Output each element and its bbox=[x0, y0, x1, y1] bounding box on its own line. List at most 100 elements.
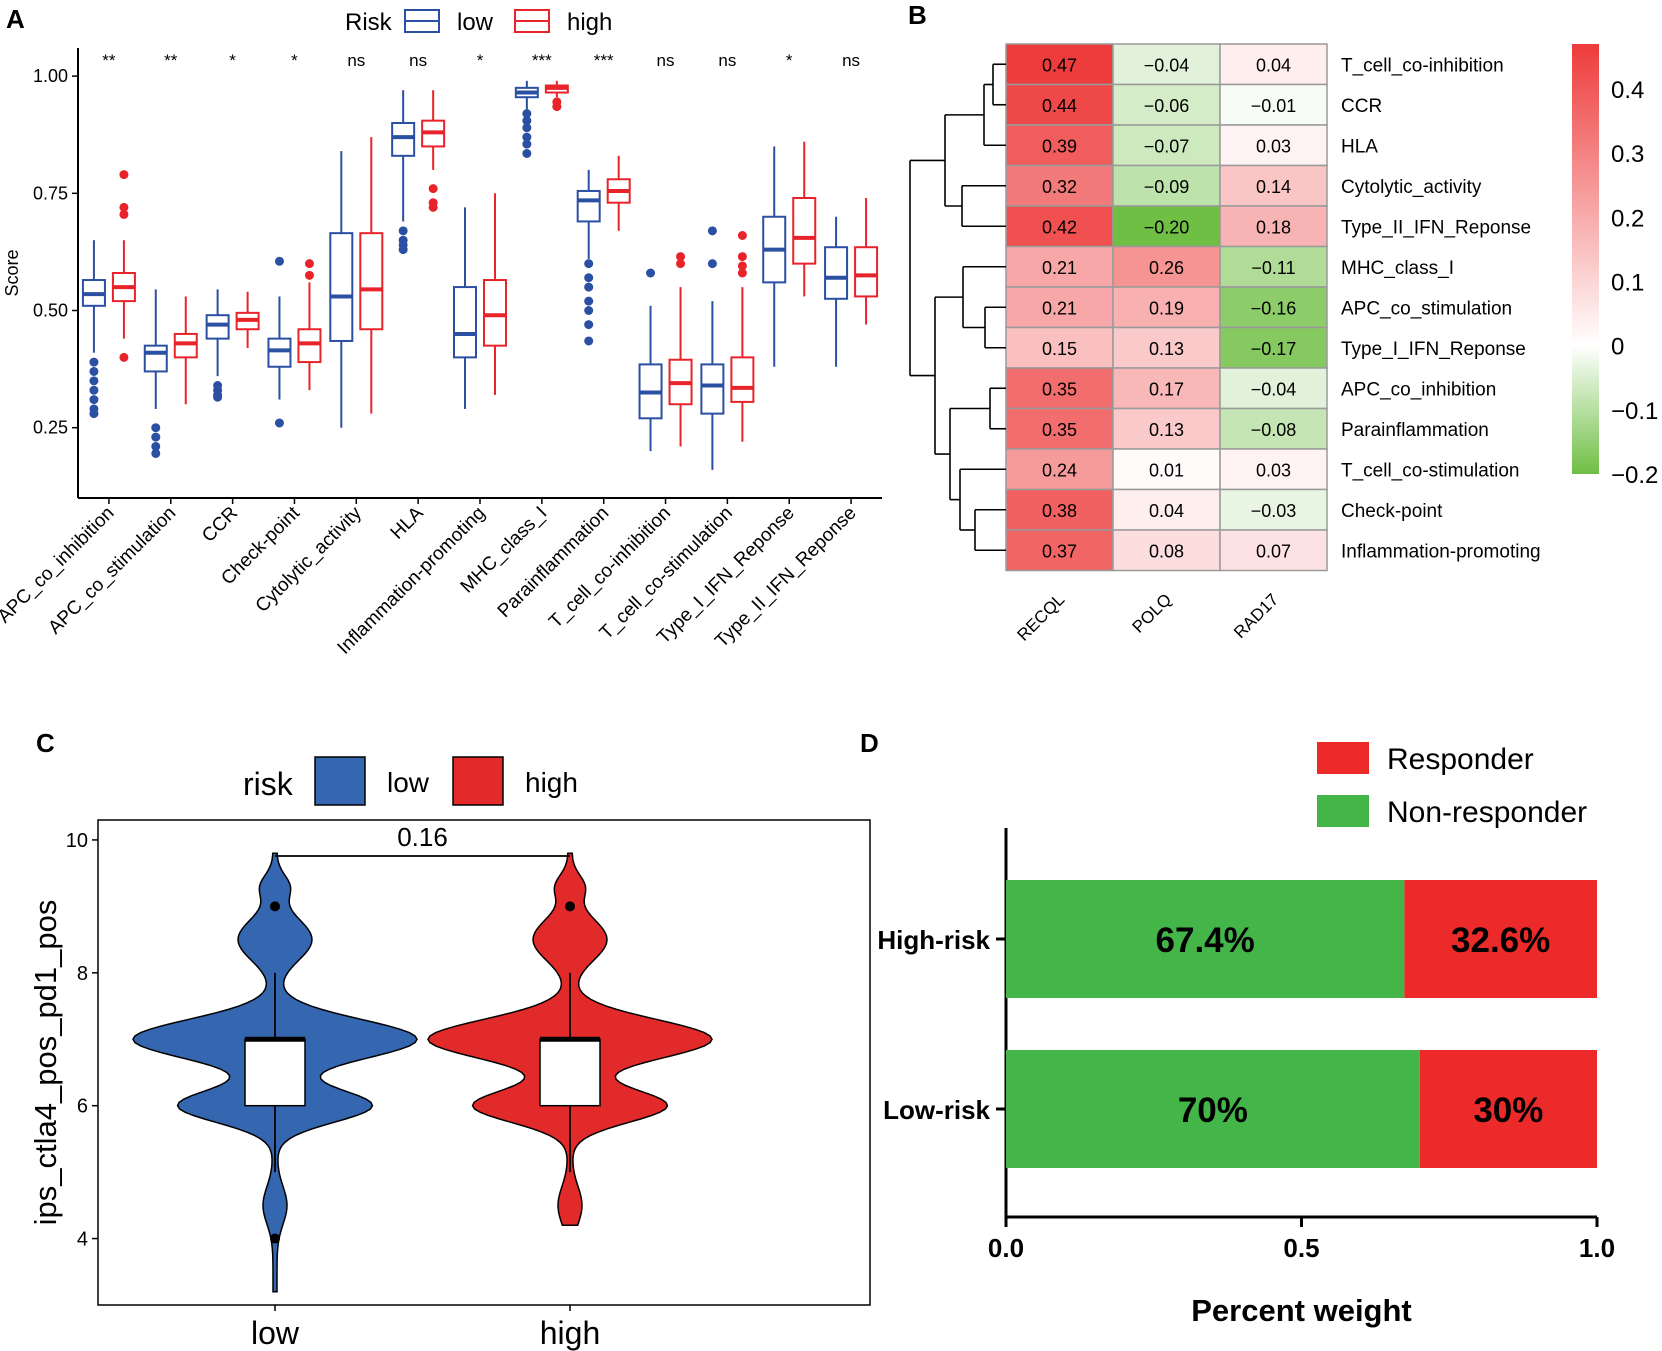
heatmap-column-label: RECQL bbox=[1013, 590, 1068, 645]
outlier-point bbox=[89, 395, 99, 405]
box-high bbox=[539, 1038, 601, 1107]
heatmap-cell bbox=[1219, 326, 1328, 369]
heatmap-cell-label: −0.06 bbox=[1144, 96, 1190, 116]
heatmap-cell-label: −0.03 bbox=[1251, 501, 1297, 521]
outlier-point bbox=[552, 102, 562, 112]
heatmap-column-label: RAD17 bbox=[1230, 590, 1282, 642]
heatmap-row-label: MHC_class_I bbox=[1341, 258, 1454, 279]
outlier-point bbox=[707, 259, 717, 269]
outlier-point bbox=[522, 139, 532, 149]
outlier-point bbox=[737, 268, 747, 278]
box-high bbox=[359, 232, 384, 331]
row-dendrogram bbox=[909, 63, 1006, 552]
panel-b: B 0.47 −0.04 0.04 T_cell_co-inhibition 0.44 −0… bbox=[908, 0, 1658, 645]
panel-label-c: C bbox=[36, 728, 55, 758]
panel-label-b: B bbox=[908, 0, 927, 30]
colorbar-tick-label: −0.1 bbox=[1611, 398, 1658, 425]
heatmap-row-label: Parainflammation bbox=[1341, 420, 1489, 441]
heatmap-cell-label: −0.17 bbox=[1251, 339, 1297, 359]
colorbar bbox=[1572, 44, 1599, 474]
x-tick-label: high bbox=[540, 1315, 601, 1351]
outlier-point bbox=[428, 202, 438, 212]
bar-value-label: 30% bbox=[1473, 1091, 1543, 1130]
outlier-point bbox=[676, 252, 686, 262]
significance-label: *** bbox=[532, 51, 552, 70]
significance-label: * bbox=[229, 51, 236, 70]
x-tick-label: CCR bbox=[198, 503, 242, 547]
heatmap-cell-label: −0.11 bbox=[1251, 258, 1295, 278]
box-low bbox=[329, 232, 354, 342]
heatmap-cell bbox=[1219, 205, 1328, 248]
y-tick-label: 1.00 bbox=[33, 66, 68, 86]
box-low bbox=[576, 189, 601, 223]
outlier-point bbox=[522, 116, 532, 126]
heatmap-cell-label: 0.47 bbox=[1042, 55, 1077, 75]
outlier-point bbox=[119, 170, 129, 180]
heatmap-cell-label: −0.20 bbox=[1144, 217, 1190, 237]
heatmap-cell-label: −0.08 bbox=[1251, 420, 1297, 440]
heatmap-cell-label: −0.04 bbox=[1251, 379, 1297, 399]
heatmap-cell-label: 0.26 bbox=[1149, 258, 1184, 278]
heatmap-cell bbox=[1005, 488, 1114, 531]
heatmap-cell bbox=[1219, 164, 1328, 207]
outlier-point bbox=[89, 366, 99, 376]
heatmap-cell bbox=[1219, 43, 1328, 86]
box-high bbox=[483, 279, 507, 347]
heatmap-cell bbox=[1005, 124, 1114, 167]
heatmap-cell-label: 0.14 bbox=[1256, 177, 1291, 197]
box-low bbox=[700, 363, 725, 415]
heatmap-row-label: CCR bbox=[1341, 96, 1382, 117]
outlier-point bbox=[646, 268, 656, 278]
heatmap-cell bbox=[1112, 245, 1221, 288]
heatmap-cell-label: 0.13 bbox=[1149, 420, 1184, 440]
bar-value-label: 70% bbox=[1178, 1091, 1248, 1130]
colorbar-tick-label: 0 bbox=[1611, 334, 1624, 361]
bar-segment-non-responder bbox=[1006, 1050, 1420, 1168]
y-tick-label: 0.75 bbox=[33, 183, 68, 203]
heatmap-cell bbox=[1219, 245, 1328, 288]
legend-label-responder: Responder bbox=[1387, 743, 1534, 776]
heatmap-cell-label: 0.21 bbox=[1042, 298, 1077, 318]
outlier-point bbox=[522, 132, 532, 142]
outlier-point bbox=[584, 273, 594, 283]
panel-label-d: D bbox=[860, 728, 879, 758]
outlier-point bbox=[213, 392, 223, 402]
box-low bbox=[244, 1038, 306, 1107]
heatmap-cell bbox=[1112, 164, 1221, 207]
heatmap-cell bbox=[1219, 407, 1328, 450]
significance-label: ns bbox=[718, 51, 736, 70]
heatmap-row-label: T_cell_co-stimulation bbox=[1341, 460, 1519, 481]
significance-label: ** bbox=[102, 51, 116, 70]
outlier-point bbox=[270, 1233, 280, 1244]
heatmap-cell-label: 0.32 bbox=[1042, 177, 1077, 197]
heatmap-cell-label: 0.08 bbox=[1149, 541, 1184, 561]
x-tick-label: 1.0 bbox=[1579, 1233, 1615, 1263]
outlier-point bbox=[428, 184, 438, 194]
heatmap-row-label: APC_co_stimulation bbox=[1341, 298, 1512, 319]
y-tick-label: 0.25 bbox=[33, 418, 68, 438]
panel-d: D 0.0 0.5 1.0 Percent weight High-risk 67.4% 32… bbox=[860, 728, 1615, 1328]
heatmap-cell bbox=[1112, 529, 1221, 572]
heatmap-cell-label: −0.07 bbox=[1144, 136, 1190, 156]
box-high bbox=[173, 332, 198, 359]
heatmap-cell-label: 0.19 bbox=[1149, 298, 1184, 318]
bar-segment-responder bbox=[1404, 880, 1597, 998]
heatmap-row-label: Cytolytic_activity bbox=[1341, 177, 1482, 198]
heatmap-cell bbox=[1219, 488, 1328, 531]
heatmap-cell-label: 0.21 bbox=[1042, 258, 1077, 278]
heatmap-cell-label: 0.17 bbox=[1149, 379, 1184, 399]
heatmap-cell bbox=[1005, 326, 1114, 369]
x-tick-label: Parainflammation bbox=[494, 503, 613, 622]
outlier-point bbox=[584, 282, 594, 292]
box-high bbox=[730, 356, 755, 403]
outlier-point bbox=[119, 202, 129, 212]
panel-c: C 4 6 8 10 ips_ctla4_pos_pd1_pos risk low high lo… bbox=[28, 728, 871, 1351]
outlier-point bbox=[89, 409, 99, 419]
legend-swatch-low bbox=[314, 756, 366, 806]
heatmap-cell bbox=[1005, 205, 1114, 248]
heatmap-cell-label: 0.44 bbox=[1042, 96, 1077, 116]
heatmap-cell-label: 0.42 bbox=[1042, 217, 1077, 237]
box-high bbox=[297, 328, 322, 364]
heatmap-cell-label: 0.15 bbox=[1042, 339, 1077, 359]
plot-frame bbox=[97, 819, 871, 1306]
